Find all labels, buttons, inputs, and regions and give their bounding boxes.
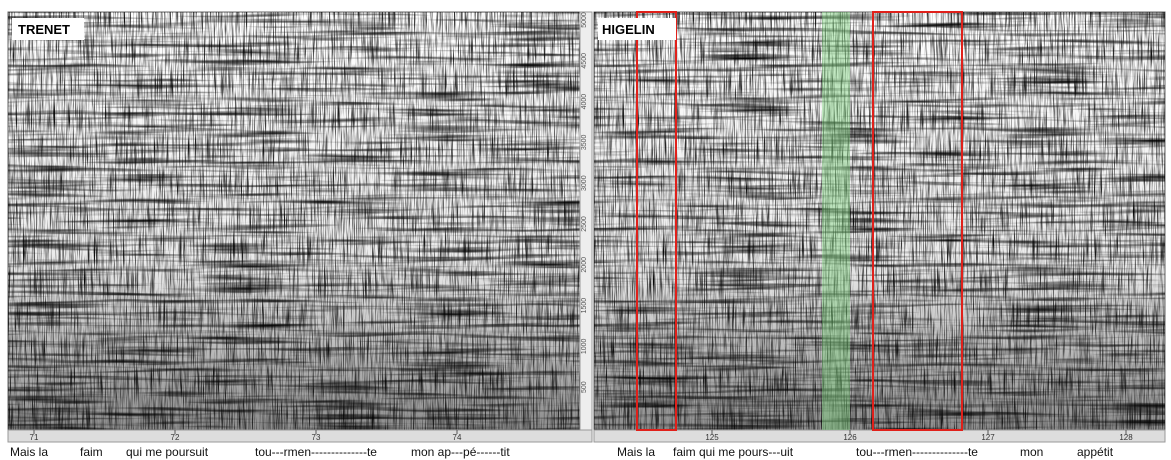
y-tick-label: 4000 <box>581 94 588 110</box>
panel-label: TRENET <box>18 22 70 37</box>
x-tick-label: 126 <box>843 433 857 442</box>
lyric: Mais la <box>617 445 655 459</box>
spectrogram-shade <box>594 12 1165 430</box>
lyric: faim qui me pours---uit <box>673 445 794 459</box>
lyric: mon ap---pé------tit <box>411 445 510 459</box>
y-tick-label: 1000 <box>581 339 588 355</box>
y-tick-label: 3000 <box>581 175 588 191</box>
x-tick-label: 74 <box>453 433 462 442</box>
panel-label: HIGELIN <box>602 22 655 37</box>
y-tick-label: 2500 <box>581 216 588 232</box>
figure: TRENET HIGELIN 71 72 73 74 Mais la faim qui me… <box>0 0 1171 460</box>
panel-left: TRENET <box>8 12 592 442</box>
x-tick-label: 128 <box>1119 433 1133 442</box>
x-tick-label: 125 <box>705 433 719 442</box>
lyric: mon <box>1020 445 1043 459</box>
y-tick-label: 500 <box>581 381 588 393</box>
highlight-band <box>822 12 850 430</box>
x-tick-label: 71 <box>30 433 39 442</box>
y-tick-label: 5000 <box>581 12 588 28</box>
x-tick-label: 127 <box>981 433 995 442</box>
x-axis-strip <box>594 430 1165 442</box>
x-axis-strip <box>8 430 592 442</box>
lyric: faim <box>80 445 103 459</box>
lyric: qui me poursuit <box>126 445 209 459</box>
x-tick-label: 72 <box>171 433 180 442</box>
y-tick-label: 3500 <box>581 135 588 151</box>
y-tick-label: 4500 <box>581 53 588 69</box>
lyric: tou---rmen--------------te <box>856 445 978 459</box>
y-tick-label: 1500 <box>581 298 588 314</box>
lyric: Mais la <box>10 445 48 459</box>
panel-right: HIGELIN <box>594 12 1165 442</box>
lyric: appétit <box>1077 445 1114 459</box>
y-tick-label: 2000 <box>581 257 588 273</box>
lyric: tou---rmen--------------te <box>255 445 377 459</box>
spectrogram-shade <box>8 12 580 430</box>
x-tick-label: 73 <box>312 433 321 442</box>
